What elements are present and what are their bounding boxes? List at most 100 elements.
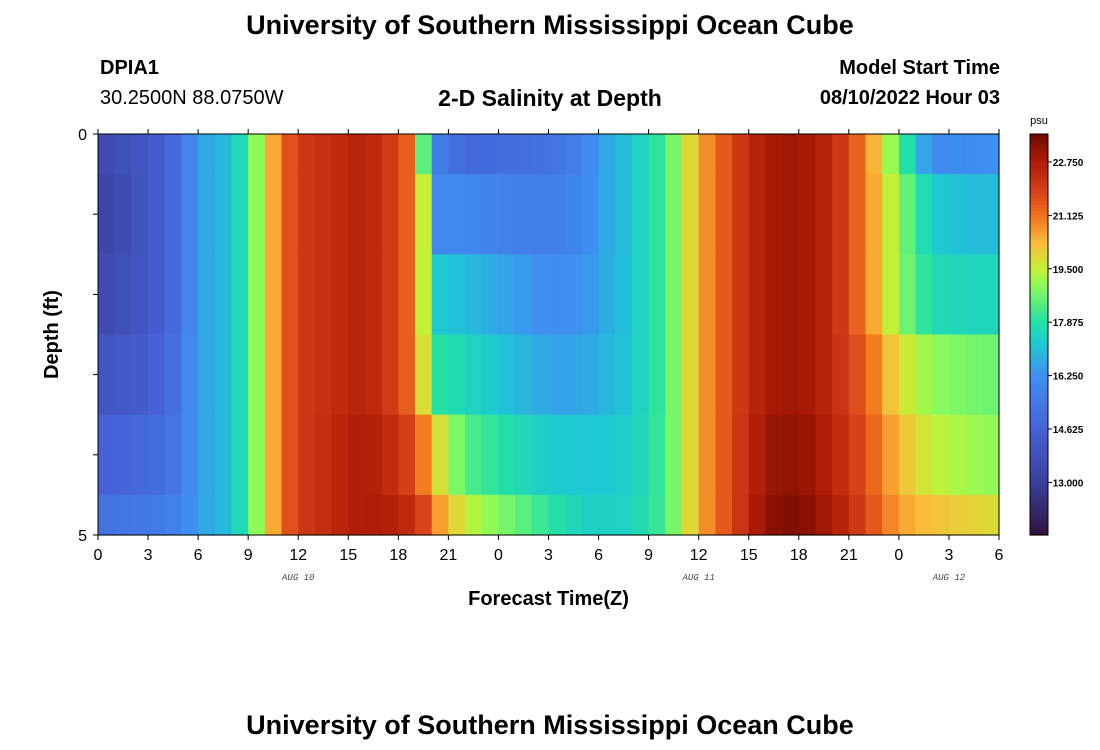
- heatmap-cell: [248, 174, 266, 255]
- heatmap-cell: [648, 414, 666, 496]
- colorbar-segment: [1030, 184, 1048, 189]
- colorbar-segment: [1030, 464, 1048, 469]
- colorbar-segment: [1030, 431, 1048, 436]
- colorbar-segment: [1030, 364, 1048, 369]
- heatmap-cell: [832, 494, 850, 536]
- colorbar-segment: [1030, 478, 1048, 483]
- heatmap-cell: [314, 174, 333, 255]
- heatmap-cell: [598, 494, 616, 536]
- x-tick-label: 6: [194, 547, 203, 564]
- heatmap-cell: [715, 254, 733, 336]
- heatmap-cell: [748, 254, 767, 336]
- heatmap-cell: [631, 494, 650, 536]
- heatmap-cell: [948, 174, 967, 255]
- heatmap-cell: [832, 174, 850, 255]
- colorbar-segment: [1030, 217, 1048, 222]
- station-id: DPIA1: [100, 57, 159, 79]
- heatmap-cell: [465, 414, 483, 496]
- heatmap-cell: [498, 494, 516, 536]
- heatmap-cell: [965, 334, 983, 416]
- heatmap-cell: [281, 254, 299, 336]
- heatmap-cell: [698, 334, 716, 416]
- heatmap-cell: [782, 134, 800, 175]
- heatmap-cell: [748, 174, 767, 255]
- heatmap-cell: [498, 174, 516, 255]
- colorbar-segment: [1030, 167, 1048, 172]
- heatmap-cell: [98, 134, 116, 175]
- heatmap-cell: [98, 414, 116, 496]
- heatmap-cell: [882, 254, 900, 336]
- heatmap-cell: [148, 134, 166, 175]
- heatmap-cell: [348, 254, 366, 336]
- heatmap-cell: [398, 134, 416, 175]
- heatmap-cell: [565, 334, 583, 416]
- heatmap-cell: [131, 134, 149, 175]
- heatmap-cell: [431, 134, 449, 175]
- heatmap-cell: [565, 494, 583, 536]
- colorbar-segment: [1030, 337, 1048, 342]
- heatmap-cell: [732, 254, 750, 336]
- heatmap-cell: [331, 334, 349, 416]
- colorbar-segment: [1030, 254, 1048, 259]
- heatmap-cell: [431, 494, 449, 536]
- colorbar-segment: [1030, 454, 1048, 459]
- colorbar-segment: [1030, 244, 1048, 249]
- heatmap-cell: [331, 494, 349, 536]
- heatmap-cell: [231, 494, 249, 536]
- colorbar-segment: [1030, 271, 1048, 275]
- heatmap-cell: [848, 414, 867, 496]
- heatmap-cell: [498, 334, 516, 416]
- heatmap-cell: [164, 254, 183, 336]
- heatmap-cell: [565, 414, 583, 496]
- x-tick-label: 0: [494, 547, 503, 564]
- heatmap-cell: [448, 414, 466, 496]
- heatmap-cell: [631, 254, 650, 336]
- colorbar-segment: [1030, 210, 1048, 215]
- heatmap-cell: [798, 414, 817, 496]
- heatmap-cell: [565, 134, 583, 175]
- heatmap-cell: [665, 254, 683, 336]
- x-tick-label: 9: [644, 547, 653, 564]
- colorbar-segment: [1030, 140, 1048, 145]
- heatmap-cell: [298, 174, 316, 255]
- heatmap-cell: [348, 334, 366, 416]
- heatmap-cell: [131, 494, 149, 536]
- heatmap-cell: [882, 134, 900, 175]
- heatmap-cell: [214, 174, 233, 255]
- heatmap-cell: [181, 174, 199, 255]
- heatmap-cell: [248, 494, 266, 536]
- heatmap-cell: [832, 254, 850, 336]
- colorbar-segment: [1030, 327, 1048, 332]
- heatmap-cell: [965, 494, 983, 536]
- heatmap-cell: [364, 414, 383, 496]
- colorbar-segment: [1030, 331, 1048, 336]
- heatmap-cell: [415, 174, 433, 255]
- heatmap-cell: [314, 254, 333, 336]
- heatmap-cell: [832, 134, 850, 175]
- colorbar-segment: [1030, 494, 1048, 499]
- y-tick-label: 0: [78, 127, 87, 144]
- colorbar-segment: [1030, 521, 1048, 526]
- colorbar-segment: [1030, 291, 1048, 295]
- heatmap-cell: [815, 334, 833, 416]
- heatmap-cell: [615, 334, 633, 416]
- heatmap-cell: [148, 174, 166, 255]
- heatmap-cell: [465, 494, 483, 536]
- heatmap-cell: [448, 174, 466, 255]
- heatmap-cell: [815, 174, 833, 255]
- heatmap-cell: [948, 334, 967, 416]
- heatmap-cell: [231, 134, 249, 175]
- x-tick-label: 21: [840, 547, 858, 564]
- heatmap-cell: [732, 334, 750, 416]
- x-tick-label: 9: [244, 547, 253, 564]
- heatmap-cell: [965, 174, 983, 255]
- heatmap-cell: [415, 134, 433, 175]
- heatmap-cell: [415, 254, 433, 336]
- colorbar-segment: [1030, 160, 1048, 165]
- heatmap-cell: [732, 494, 750, 536]
- heatmap-cell: [798, 334, 817, 416]
- heatmap-cell: [248, 414, 266, 496]
- heatmap-cell: [331, 134, 349, 175]
- heatmap-cell: [681, 414, 700, 496]
- y-tick-label: 5: [78, 528, 87, 545]
